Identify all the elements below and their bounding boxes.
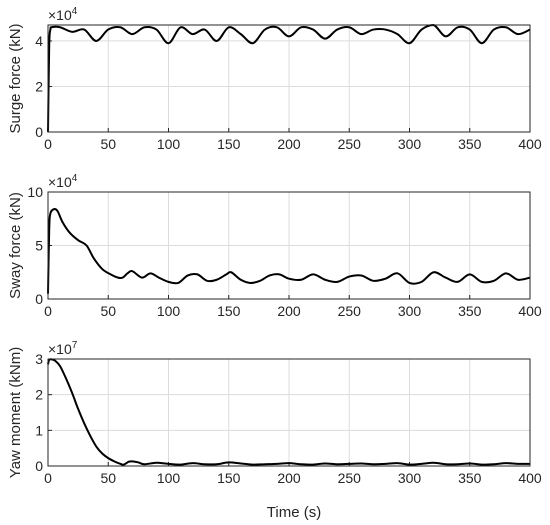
- x-tick-label: 300: [398, 136, 422, 152]
- y-axis-label: Surge force (kN): [7, 23, 24, 133]
- x-tick-label: 250: [338, 303, 362, 319]
- x-tick-label: 350: [458, 470, 482, 486]
- y-tick-label: 4: [35, 33, 43, 49]
- x-tick-label: 350: [458, 303, 482, 319]
- y-tick-label: 3: [35, 351, 43, 367]
- y-tick-label: 0: [35, 458, 43, 474]
- x-tick-label: 400: [518, 470, 542, 486]
- axes-box: [47, 191, 531, 300]
- x-tick-label: 400: [518, 136, 542, 152]
- subplot-1: 0 50 100 150 200 250 300 350 400 0 2 4 ×104 Surge for…: [7, 6, 542, 152]
- axes-box: [47, 24, 531, 133]
- x-tick-label: 100: [157, 136, 181, 152]
- x-tick-label: 100: [157, 470, 181, 486]
- x-tick-label: 150: [217, 303, 241, 319]
- x-tick-label: 400: [518, 303, 542, 319]
- x-tick-label: 0: [44, 136, 52, 152]
- y-exponent-label: ×107: [48, 340, 78, 357]
- x-tick-label: 50: [100, 470, 116, 486]
- x-tick-label: 0: [44, 470, 52, 486]
- subplot-3: 0 50 100 150 200 250 300 350 400 0 1 2 3 ×107 Yaw mome…: [7, 340, 542, 486]
- x-tick-label: 150: [217, 470, 241, 486]
- y-tick-label: 10: [27, 184, 43, 200]
- x-tick-label: 50: [100, 136, 116, 152]
- y-tick-label: 1: [35, 422, 43, 438]
- series-line-1: [47, 208, 531, 294]
- y-tick-label: 5: [35, 238, 43, 254]
- y-exponent-label: ×104: [48, 173, 78, 190]
- subplot-2: 0 50 100 150 200 250 300 350 400 0 5 10 ×104 Sway for…: [7, 173, 542, 319]
- y-tick-label: 2: [35, 387, 43, 403]
- y-axis-label: Sway force (kN): [7, 192, 24, 299]
- x-axis-label: Time (s): [267, 504, 321, 521]
- x-tick-label: 300: [398, 470, 422, 486]
- series-line-1: [47, 358, 531, 466]
- y-tick-label: 2: [35, 78, 43, 94]
- x-tick-label: 200: [277, 303, 301, 319]
- x-tick-label: 100: [157, 303, 181, 319]
- y-axis-label: Yaw moment (kNm): [7, 347, 24, 478]
- x-tick-label: 350: [458, 136, 482, 152]
- y-tick-label: 0: [35, 291, 43, 307]
- y-tick-label: 0: [35, 124, 43, 140]
- x-tick-label: 250: [338, 136, 362, 152]
- series-line-1: [47, 24, 531, 133]
- x-tick-label: 150: [217, 136, 241, 152]
- x-tick-label: 200: [277, 470, 301, 486]
- x-tick-label: 250: [338, 470, 362, 486]
- axes-box: [47, 358, 531, 467]
- y-exponent-label: ×104: [48, 6, 78, 23]
- x-tick-label: 50: [100, 303, 116, 319]
- x-tick-label: 200: [277, 136, 301, 152]
- x-tick-label: 300: [398, 303, 422, 319]
- x-tick-label: 0: [44, 303, 52, 319]
